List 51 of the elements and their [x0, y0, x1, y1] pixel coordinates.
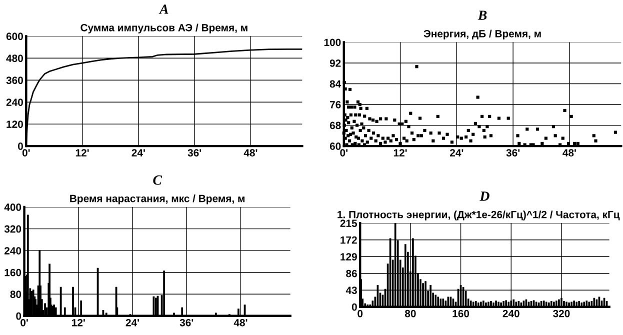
x-tick-label: 12' [76, 149, 89, 156]
x-tick-label: 24' [132, 149, 145, 156]
chart-subtitle: Энергия, дБ / Время, м [424, 30, 541, 40]
x-tick-label: 24' [126, 318, 140, 326]
y-tick-label: 60 [330, 142, 341, 150]
y-tick-label: 360 [6, 76, 23, 84]
y-tick-label: 240 [6, 98, 23, 106]
y-tick-label: 129 [340, 253, 357, 260]
x-tick-label: 48' [244, 149, 258, 156]
x-tick-label: 12' [394, 149, 407, 156]
y-tick-label: 76 [330, 101, 341, 108]
y-tick-label: 0 [18, 142, 23, 150]
y-tick-label: 160 [4, 268, 22, 276]
y-tick-label: 240 [4, 247, 22, 254]
chart-subtitle: 1. Плотность энергии, (Дж*1е-26/кГц)^1/2 / Частота, кГц [338, 210, 620, 220]
chart-title: B [478, 10, 487, 20]
chart-title: D [480, 192, 490, 201]
y-tick-label: 84 [330, 80, 342, 88]
x-tick-label: 36' [506, 149, 520, 157]
y-tick-label: 320 [4, 225, 22, 233]
x-tick-label: 0' [340, 149, 348, 156]
y-tick-label: 86 [346, 270, 357, 278]
x-tick-label: 36' [180, 318, 194, 326]
x-tick-label: 160 [452, 310, 470, 318]
y-tick-label: 120 [6, 120, 23, 128]
y-tick-label: 480 [6, 54, 23, 62]
y-tick-label: 600 [6, 32, 23, 40]
x-tick-label: 12' [72, 318, 85, 326]
x-tick-label: 48' [234, 318, 248, 326]
y-tick-label: 80 [10, 290, 22, 298]
x-tick-label: 36' [188, 149, 202, 157]
chart-title: C [153, 175, 162, 185]
x-tick-label: 24' [450, 149, 464, 156]
x-tick-label: 320 [553, 310, 570, 318]
y-tick-label: 68 [330, 122, 341, 130]
y-tick-label: 92 [330, 59, 341, 67]
y-tick-label: 172 [340, 236, 357, 244]
x-tick-label: 0 [358, 310, 363, 318]
x-tick-label: 48' [562, 149, 576, 156]
x-tick-label: 0' [20, 318, 28, 326]
x-tick-label: 240 [502, 310, 520, 318]
y-tick-label: 0 [352, 303, 357, 311]
y-tick-label: 215 [340, 220, 358, 227]
y-tick-label: 43 [346, 286, 357, 294]
chart-title: A [158, 4, 168, 14]
chart-subtitle: Сумма импульсов АЭ / Время, м [80, 24, 248, 34]
x-tick-label: 0' [22, 149, 30, 156]
y-tick-label: 100 [324, 38, 341, 46]
x-tick-label: 80 [404, 310, 416, 318]
chart-subtitle: Время нарастания, мкс / Время, м [70, 194, 244, 204]
y-tick-label: 400 [4, 204, 22, 211]
